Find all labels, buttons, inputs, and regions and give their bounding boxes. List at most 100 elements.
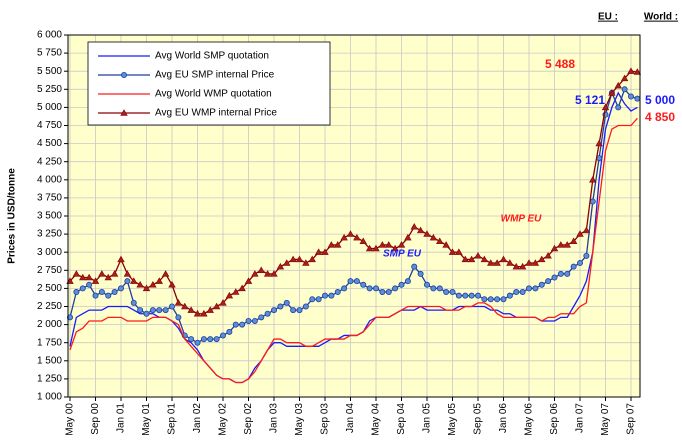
marker	[398, 281, 405, 288]
x-tick-label: Jan 02	[192, 403, 203, 433]
marker	[532, 285, 539, 292]
marker	[302, 259, 310, 266]
x-tick-label: Sep 00	[90, 403, 101, 435]
marker	[577, 260, 584, 267]
y-tick-label: 4 750	[37, 120, 62, 131]
marker	[118, 285, 125, 292]
marker	[232, 288, 240, 295]
marker	[73, 289, 80, 296]
marker	[494, 296, 501, 303]
marker	[416, 226, 425, 234]
x-tick-label: May 00	[65, 403, 76, 436]
annotation: WMP EU	[501, 214, 543, 225]
marker	[92, 292, 99, 299]
marker	[111, 289, 118, 296]
marker	[155, 277, 163, 284]
marker	[174, 299, 183, 306]
marker	[245, 317, 252, 324]
marker	[538, 255, 546, 263]
annotation: 5 488	[545, 57, 575, 71]
marker	[493, 259, 501, 266]
marker	[162, 307, 169, 314]
marker	[608, 89, 616, 96]
y-axis-label: Prices in USD/tonne	[7, 168, 18, 264]
y-tick-label: 4 250	[37, 156, 62, 167]
marker	[436, 285, 443, 292]
marker	[225, 291, 234, 299]
marker	[289, 255, 297, 263]
marker	[359, 237, 367, 245]
y-tick-label: 1 500	[37, 355, 62, 366]
marker	[257, 266, 265, 273]
marker	[365, 244, 374, 252]
marker	[213, 336, 220, 343]
marker	[379, 289, 386, 296]
marker	[188, 336, 195, 343]
y-tick-label: 6 000	[37, 30, 62, 41]
marker	[595, 139, 603, 147]
marker	[130, 277, 138, 284]
marker	[328, 292, 335, 299]
marker	[551, 274, 558, 281]
marker	[251, 270, 259, 277]
marker	[315, 296, 322, 303]
marker	[615, 104, 622, 111]
marker	[181, 302, 189, 310]
marker	[620, 74, 629, 82]
x-tick-label: Jan 04	[345, 403, 356, 433]
column-header: World :	[644, 12, 678, 23]
marker	[149, 280, 157, 288]
annotation: 4 850	[645, 110, 675, 124]
marker	[404, 233, 412, 241]
annotation: 5 121	[575, 93, 605, 107]
marker	[346, 230, 355, 237]
marker	[392, 285, 399, 292]
x-tick-label: Jan 06	[498, 403, 509, 433]
x-tick-label: Sep 01	[167, 403, 178, 435]
marker	[544, 252, 552, 259]
marker	[156, 307, 163, 314]
marker	[283, 259, 291, 266]
marker	[206, 306, 214, 313]
marker	[72, 270, 81, 277]
x-tick-label: May 05	[447, 403, 458, 436]
legend-label: Avg EU WMP internal Price	[155, 108, 277, 119]
marker	[85, 273, 93, 281]
marker	[601, 103, 610, 111]
marker	[372, 244, 380, 252]
marker	[487, 259, 495, 266]
x-tick-label: May 03	[294, 403, 305, 436]
x-tick-label: May 01	[141, 403, 152, 436]
marker	[526, 285, 533, 292]
marker	[86, 281, 93, 288]
y-tick-label: 5 750	[37, 48, 62, 59]
marker	[487, 296, 494, 303]
x-tick-label: Sep 03	[320, 403, 331, 435]
marker	[366, 285, 373, 292]
marker	[137, 307, 144, 314]
y-tick-label: 2 500	[37, 283, 62, 294]
marker	[251, 317, 258, 324]
marker	[341, 285, 348, 292]
x-tick-label: Jan 03	[269, 403, 280, 433]
marker	[512, 262, 520, 270]
marker	[296, 307, 303, 314]
marker	[175, 314, 182, 321]
marker	[385, 289, 392, 296]
marker	[219, 332, 226, 339]
marker	[110, 270, 119, 277]
marker	[378, 241, 387, 248]
marker	[360, 281, 367, 288]
marker	[168, 280, 176, 288]
y-tick-label: 5 500	[37, 66, 62, 77]
marker	[200, 309, 208, 317]
marker	[105, 292, 112, 299]
marker	[238, 284, 246, 292]
marker	[627, 67, 635, 74]
x-tick-label: Sep 06	[549, 403, 560, 435]
marker	[634, 95, 641, 102]
marker	[570, 263, 577, 270]
y-tick-label: 1 000	[37, 392, 62, 403]
marker	[481, 296, 488, 303]
y-tick-label: 2 250	[37, 301, 62, 312]
